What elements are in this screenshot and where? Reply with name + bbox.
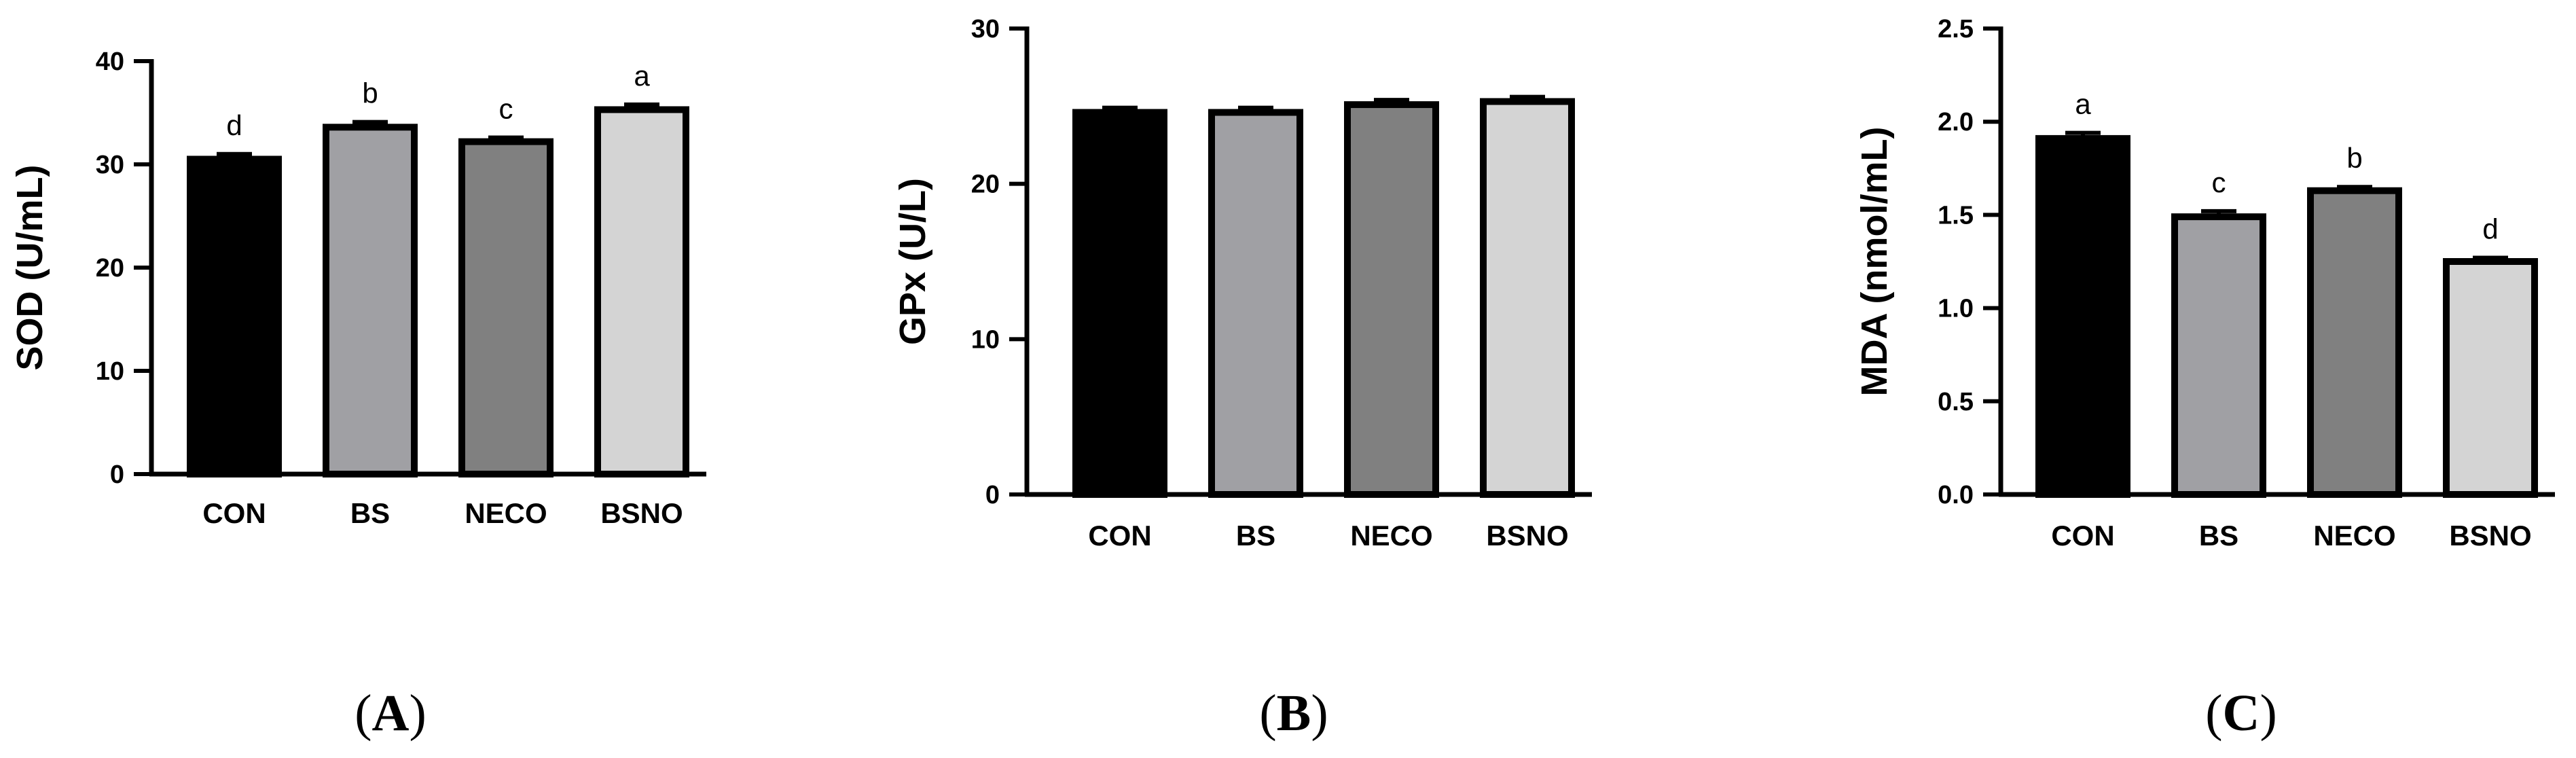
panel-label: (A) (355, 685, 427, 742)
y-tick-label: 30 (96, 151, 124, 179)
significance-label-bs: b (362, 77, 378, 109)
x-tick-label-bsno: BSNO (2449, 520, 2531, 552)
panel-b: CON BS NECO BSNO 0 10 20 30 GPx (U/L) (B) (892, 15, 1592, 742)
bar-neco (1344, 101, 1439, 498)
y-axis-title: SOD (U/mL) (10, 165, 50, 371)
x-tick-label-bs: BS (1236, 520, 1275, 552)
x-tick-label-neco: NECO (2313, 520, 2395, 552)
significance-label-bsno: d (2482, 213, 2498, 245)
bar-bs (323, 124, 418, 477)
bar-bsno (2443, 258, 2538, 498)
x-tick-label-bs: BS (2199, 520, 2238, 552)
significance-label-con: d (226, 109, 242, 141)
significance-label-con: a (2075, 88, 2091, 120)
significance-label-neco: b (2346, 142, 2362, 174)
y-axis-title: MDA (nmol/mL) (1854, 127, 1895, 397)
bar-bs (1208, 109, 1303, 499)
bar-neco (2307, 187, 2402, 498)
significance-label-bs: c (2212, 166, 2226, 198)
bar-con (187, 156, 282, 477)
y-tick-label: 20 (96, 254, 124, 283)
y-tick-label: 0.0 (1938, 481, 1974, 509)
bar-bs (2171, 213, 2266, 498)
panel-c: a CON c BS b NECO d BSNO 0.0 0.5 1.0 1.5 2.0 2.5 MDA (… (1854, 15, 2555, 742)
x-tick-label-neco: NECO (465, 497, 547, 529)
bar-con (2035, 134, 2130, 498)
panel-a: d CON b BS c NECO a BSNO 0 10 20 30 40 SOD (U/mL) (A) (10, 48, 706, 742)
y-tick-label: 0 (985, 481, 1000, 509)
x-tick-label-bsno: BSNO (1486, 520, 1568, 552)
x-tick-label-neco: NECO (1350, 520, 1432, 552)
bar-neco (458, 138, 554, 477)
panel-label: (C) (2205, 685, 2277, 742)
y-tick-label: 1.5 (1938, 201, 1974, 230)
y-tick-label: 0.5 (1938, 388, 1974, 416)
x-tick-label-con: CON (2051, 520, 2114, 552)
y-axis-title: GPx (U/L) (892, 178, 933, 345)
y-tick-label: 30 (971, 15, 1000, 43)
bar-bsno (1480, 98, 1575, 498)
x-tick-label-bsno: BSNO (600, 497, 683, 529)
y-tick-label: 1.0 (1938, 295, 1974, 323)
y-tick-label: 20 (971, 170, 1000, 199)
y-tick-label: 10 (96, 357, 124, 386)
x-tick-label-bs: BS (350, 497, 390, 529)
y-tick-label: 10 (971, 325, 1000, 354)
panel-label: (B) (1259, 685, 1328, 742)
bar-con (1072, 109, 1167, 499)
y-tick-label: 40 (96, 48, 124, 76)
x-tick-label-con: CON (1088, 520, 1151, 552)
significance-label-neco: c (499, 92, 513, 124)
bar-bsno (594, 106, 689, 477)
y-tick-label: 2.5 (1938, 15, 1974, 43)
significance-label-bsno: a (634, 60, 650, 92)
y-tick-label: 0 (110, 461, 124, 489)
x-tick-label-con: CON (202, 497, 266, 529)
y-tick-label: 2.0 (1938, 108, 1974, 137)
